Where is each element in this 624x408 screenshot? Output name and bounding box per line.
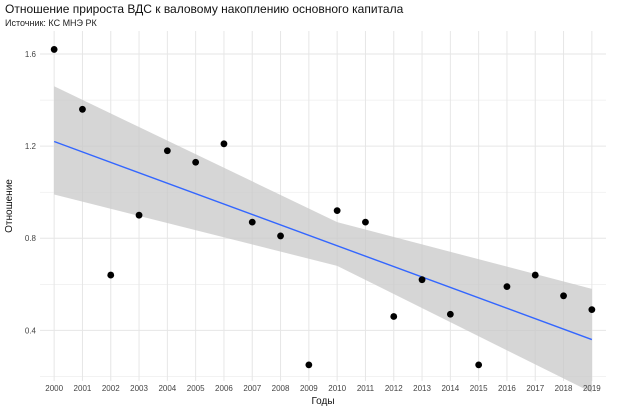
data-point	[79, 105, 86, 113]
chart-title: Отношение прироста ВДС к валовому накопл…	[5, 2, 404, 16]
trend-line	[53, 140, 593, 341]
x-tick-label: 2008	[272, 384, 290, 393]
y-tick-label: 0.8	[25, 234, 37, 243]
x-tick-label: 2009	[300, 384, 318, 393]
data-point	[248, 218, 256, 226]
data-point	[418, 276, 426, 284]
data-point	[503, 283, 511, 290]
y-axis-ticks: 0.4 0.8 1.2 1.6	[25, 50, 37, 335]
data-point	[475, 361, 483, 369]
data-point	[135, 211, 143, 219]
y-tick-label: 1.6	[25, 50, 37, 59]
x-tick-label: 2015	[470, 384, 488, 393]
confidence-band	[54, 86, 592, 393]
x-tick-label: 2006	[215, 384, 233, 393]
data-point	[390, 313, 398, 320]
trend-line-layer	[53, 140, 593, 341]
y-tick-label: 0.4	[25, 326, 37, 335]
x-tick-label: 2002	[102, 384, 120, 393]
data-point	[163, 147, 171, 155]
data-point	[560, 292, 567, 300]
x-tick-label: 2004	[158, 384, 176, 393]
data-point	[333, 207, 341, 215]
x-tick-label: 2018	[555, 384, 573, 393]
x-axis-ticks: 2000 2001 2002 2003 2004 2005 2006 2007 2008 2009…	[45, 384, 601, 393]
x-tick-label: 2011	[357, 384, 375, 393]
data-point	[107, 271, 115, 279]
x-tick-label: 2007	[243, 384, 261, 393]
x-tick-label: 2001	[74, 384, 92, 393]
x-tick-label: 2016	[498, 384, 516, 393]
data-points	[50, 46, 596, 369]
data-point	[192, 158, 200, 166]
x-axis-title: Годы	[311, 396, 334, 407]
confidence-band-layer	[54, 86, 592, 393]
y-axis-title: Отношение	[4, 179, 15, 233]
x-tick-label: 2005	[187, 384, 205, 393]
x-tick-label: 2000	[45, 384, 63, 393]
data-point	[531, 271, 539, 279]
y-tick-label: 1.2	[25, 142, 37, 151]
data-point	[50, 46, 58, 53]
x-tick-label: 2014	[441, 384, 459, 393]
x-tick-label: 2010	[328, 384, 346, 393]
x-tick-label: 2017	[526, 384, 544, 393]
data-point	[362, 218, 369, 226]
x-tick-label: 2019	[583, 384, 601, 393]
data-point	[446, 310, 454, 318]
x-tick-label: 2003	[130, 384, 148, 393]
x-tick-label: 2013	[413, 384, 431, 393]
chart-subtitle: Источник: КС МНЭ РК	[5, 18, 97, 28]
x-tick-label: 2012	[385, 384, 403, 393]
data-point	[277, 232, 284, 240]
data-point	[305, 361, 313, 369]
data-point	[588, 306, 596, 314]
data-point	[220, 140, 228, 148]
